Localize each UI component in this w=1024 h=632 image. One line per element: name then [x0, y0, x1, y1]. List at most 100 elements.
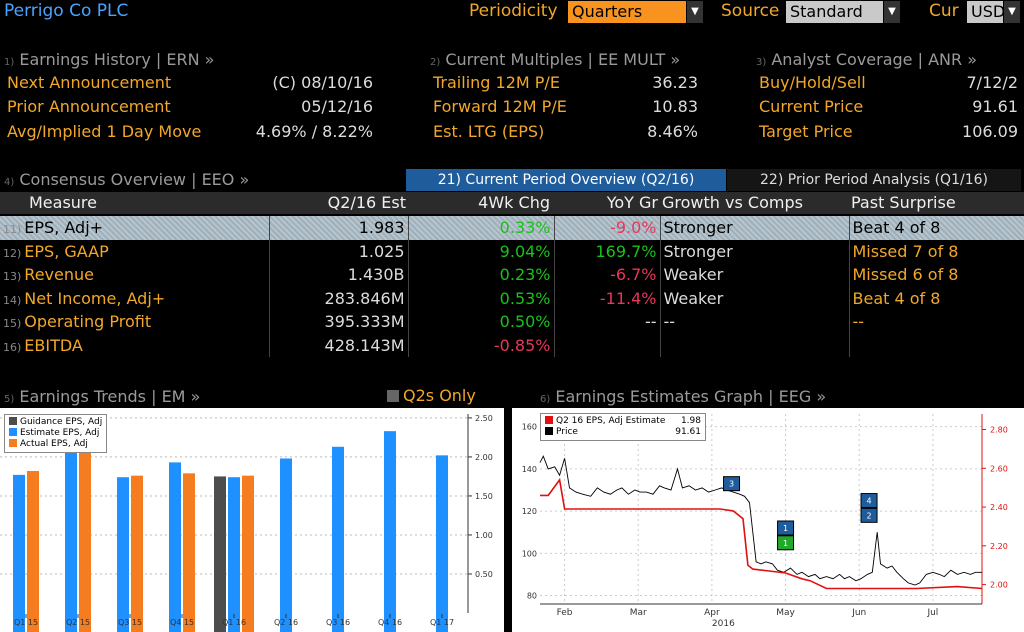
currency-dropdown[interactable]: USD	[967, 1, 1005, 23]
table-row[interactable]: 12) EPS, GAAP 1.025 9.04% 169.7% Stronger Miss…	[0, 239, 1024, 263]
earnings-trends-chart-panel: 0.50 1.00 1.50 2.00 2.50 Q1 15 Q2 15 Q3 15 Q4 15…	[0, 408, 504, 632]
section-number: 1)	[4, 57, 15, 68]
4wk-chg-cell: 0.53%	[408, 286, 555, 310]
estimate-cell: 1.025	[269, 239, 409, 263]
series-line-price	[539, 455, 982, 586]
event-marker-label: 1	[783, 539, 788, 548]
right-tick-label: 2.40	[990, 503, 1008, 512]
measure-cell[interactable]: 15) Operating Profit	[0, 310, 270, 334]
estimate-cell: 1.983	[269, 216, 409, 240]
table-row[interactable]: 15) Operating Profit 395.333M 0.50% -- -- --	[0, 310, 1024, 334]
earnings-trends-title[interactable]: 5) Earnings Trends | EM »	[4, 387, 200, 406]
x-tick-label: Q2 15	[66, 618, 90, 627]
next-announcement-value: (C) 08/10/16	[272, 73, 373, 92]
measure-cell[interactable]: 13) Revenue	[0, 263, 270, 287]
trailing-pe-value: 36.23	[652, 73, 698, 92]
legend-item-actual: Actual EPS, Adj	[9, 439, 102, 450]
row-number: 15)	[3, 317, 22, 331]
bar-actual-eps-adj	[242, 475, 254, 632]
periodicity-label: Periodicity	[469, 1, 558, 21]
growth-vs-comps-cell: Weaker	[660, 286, 850, 310]
q2s-only-toggle[interactable]: Q2s Only	[387, 386, 476, 405]
analyst-coverage-title[interactable]: 3) Analyst Coverage | ANR »	[756, 50, 977, 69]
earnings-history-title[interactable]: 1) Earnings History | ERN »	[4, 50, 214, 69]
source-chevron-down-icon[interactable]: ▼	[884, 1, 900, 23]
past-surprise-cell	[849, 334, 1024, 358]
table-row[interactable]: 13) Revenue 1.430B 0.23% -6.7% Weaker Missed 6…	[0, 263, 1024, 287]
price-swatch-icon	[545, 427, 553, 435]
section-title-text: Consensus Overview | EEO »	[19, 170, 250, 189]
x-tick-label: Q1 16	[222, 618, 246, 627]
source-label: Source	[721, 1, 780, 21]
4wk-chg-cell: -0.85%	[408, 333, 555, 357]
bar-estimate-eps-adj	[332, 446, 344, 632]
section-title-text: Analyst Coverage | ANR »	[771, 50, 977, 69]
col-header-measure[interactable]: Measure	[29, 193, 97, 212]
left-tick-label: 100	[522, 549, 537, 558]
bar-estimate-eps-adj	[436, 455, 448, 632]
legend-value: 91.61	[675, 427, 701, 437]
estimate-cell: 428.143M	[269, 333, 409, 357]
measure-label: Revenue	[24, 265, 94, 285]
target-price-label: Target Price	[759, 122, 853, 141]
growth-vs-comps-cell: Stronger	[660, 239, 850, 263]
q2s-only-label: Q2s Only	[403, 386, 476, 405]
event-marker: 1	[777, 535, 795, 551]
buy-hold-sell-value: 7/12/2	[966, 73, 1019, 92]
tab-current-period-overview[interactable]: 21) Current Period Overview (Q2/16)	[406, 169, 726, 191]
col-header-past-surprise[interactable]: Past Surprise	[851, 193, 956, 212]
prior-announcement-value: 05/12/16	[301, 97, 373, 116]
4wk-chg-cell: 9.04%	[408, 239, 555, 263]
bar-estimate-eps-adj	[384, 431, 396, 632]
measure-cell[interactable]: 12) EPS, GAAP	[0, 239, 270, 263]
table-row[interactable]: 11) EPS, Adj+ 1.983 0.33% -9.0% Stronger Beat …	[0, 216, 1024, 240]
earnings-trends-legend: Guidance EPS, Adj Estimate EPS, Adj Actu…	[4, 414, 108, 453]
target-price-value: 106.09	[962, 122, 1018, 141]
measure-cell[interactable]: 11) EPS, Adj+	[0, 216, 270, 240]
checkbox-icon[interactable]	[387, 390, 399, 402]
col-header-yoy-gr[interactable]: YoY Gr	[606, 193, 658, 212]
x-tick-label: Q1 17	[430, 618, 454, 627]
bar-actual-eps-adj	[79, 442, 91, 632]
consensus-table-header	[0, 192, 1024, 214]
earnings-trends-chart: 0.50 1.00 1.50 2.00 2.50 Q1 15 Q2 15 Q3 15 Q4 15…	[0, 414, 493, 632]
event-marker-box	[860, 507, 878, 523]
bar-actual-eps-adj	[131, 475, 143, 632]
left-tick-label: 120	[522, 507, 537, 516]
consensus-overview-title[interactable]: 4) Consensus Overview | EEO »	[4, 170, 249, 189]
legend-item-guidance: Guidance EPS, Adj	[9, 417, 102, 428]
x-tick-label: Q3 15	[118, 618, 142, 627]
col-header-growth-vs-comps[interactable]: Growth vs Comps	[662, 193, 803, 212]
measure-cell[interactable]: 14) Net Income, Adj+	[0, 286, 270, 310]
y-tick-label: 1.50	[475, 492, 493, 501]
col-header-estimate[interactable]: Q2/16 Est	[327, 193, 406, 212]
periodicity-dropdown[interactable]: Quarters	[568, 1, 686, 23]
section-title-text: Earnings Estimates Graph | EEG »	[555, 387, 827, 406]
event-marker: 4	[860, 493, 878, 509]
measure-cell[interactable]: 16) EBITDA	[0, 333, 270, 357]
event-marker: 2	[860, 507, 878, 523]
tab-prior-period-analysis[interactable]: 22) Prior Period Analysis (Q1/16)	[727, 169, 1021, 191]
legend-label: Actual EPS, Adj	[20, 439, 88, 449]
event-marker: 3	[723, 476, 741, 492]
yoy-gr-cell: 169.7%	[554, 239, 661, 263]
consensus-table: 11) EPS, Adj+ 1.983 0.33% -9.0% Stronger Beat …	[0, 216, 1024, 357]
table-row[interactable]: 14) Net Income, Adj+ 283.846M 0.53% -11.4% We…	[0, 286, 1024, 310]
earnings-estimates-graph-title[interactable]: 6) Earnings Estimates Graph | EEG »	[540, 387, 826, 406]
periodicity-chevron-down-icon[interactable]: ▼	[687, 1, 703, 23]
year-label: 2016	[712, 619, 735, 629]
y-tick-label: 0.50	[475, 570, 493, 579]
currency-chevron-down-icon[interactable]: ▼	[1004, 1, 1020, 23]
estimate-swatch-icon	[545, 416, 553, 424]
col-header-4wk-chg[interactable]: 4Wk Chg	[478, 193, 550, 212]
source-dropdown[interactable]: Standard	[786, 1, 883, 23]
measure-label: EPS, Adj+	[24, 218, 104, 238]
measure-label: EPS, GAAP	[24, 241, 109, 261]
legend-item-price: Price 91.61	[545, 427, 701, 438]
current-multiples-title[interactable]: 2) Current Multiples | EE MULT »	[430, 50, 680, 69]
table-row[interactable]: 16) EBITDA 428.143M -0.85%	[0, 333, 1024, 358]
earnings-estimates-chart-panel: Feb Mar Apr May Jun Jul 2016 80 100 120 140 160 2.00…	[512, 408, 1024, 632]
x-tick-label: Q3 16	[326, 618, 350, 627]
event-marker-box	[723, 476, 741, 492]
buy-hold-sell-label: Buy/Hold/Sell	[759, 73, 866, 92]
